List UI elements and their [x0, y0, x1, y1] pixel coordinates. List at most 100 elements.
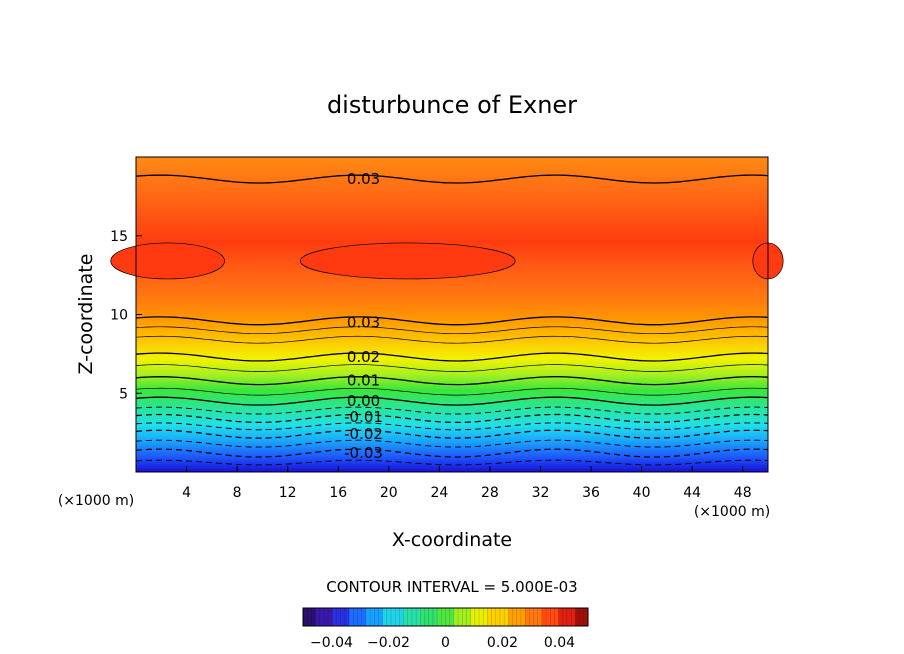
y-axis-label: Z-coordinate [75, 254, 97, 375]
y-axis-ticks: 5 10 15 [110, 229, 142, 402]
colorbar-swatch-43 [483, 608, 488, 626]
contour-line-7 [135, 387, 769, 396]
colorbar-swatch-13 [357, 608, 362, 626]
colorbar-swatch-30 [428, 608, 434, 626]
y-tick-label-0: 5 [119, 386, 128, 402]
x-tick-label-6: 28 [481, 485, 499, 501]
colorbar-swatch-22 [395, 608, 400, 626]
contour-line-10 [135, 413, 769, 424]
colorbar-swatch-66 [579, 608, 585, 626]
colorbar-swatch-26 [411, 608, 417, 626]
colorbar-swatch-54 [529, 608, 534, 626]
x-axis-ticks: 4 8 12 16 20 24 28 32 36 40 44 48 [182, 466, 752, 501]
contour-line-3 [135, 335, 769, 344]
colorbar-swatch-39 [466, 608, 471, 626]
colorbar-swatch-62 [562, 608, 568, 626]
x-unit-left: (×1000 m) [58, 493, 134, 509]
contour-line-8 [135, 396, 769, 406]
max-region-contour-0 [110, 242, 225, 280]
colorbar-swatch-2 [311, 608, 316, 626]
colorbar-swatch-5 [323, 608, 329, 626]
colorbar-tick-label-1: −0.02 [367, 635, 410, 651]
contour-label-7: -0.03 [344, 444, 383, 462]
chart-title: disturbunce of Exner [327, 91, 577, 119]
colorbar-swatch-27 [416, 608, 421, 626]
colorbar-swatch-17 [374, 608, 379, 626]
colorbar-swatch-41 [474, 608, 480, 626]
colorbar-swatch-18 [378, 608, 383, 626]
colorbar-swatch-4 [319, 608, 325, 626]
colorbar-swatch-11 [349, 608, 354, 626]
x-tick-label-10: 44 [683, 485, 701, 501]
colorbar-labels: −0.04 −0.02 0 0.02 0.04 [310, 635, 575, 651]
colorbar-swatch-60 [554, 608, 559, 626]
contour-line-13 [135, 439, 769, 448]
colorbar-swatch-37 [458, 608, 463, 626]
colorbar-swatch-14 [361, 608, 367, 626]
contour-interval-label: CONTOUR INTERVAL = 5.000E-03 [326, 578, 577, 596]
colorbar-swatch-31 [432, 608, 438, 626]
colorbar-tick-label-4: 0.04 [544, 635, 575, 651]
colorbar-swatch-3 [315, 608, 321, 626]
colorbar-swatch-61 [558, 608, 564, 626]
contour-labels: 0.03 0.03 0.02 0.01 0.00-0.01-0.02-0.03 [344, 170, 383, 462]
colorbar-tick-label-2: 0 [441, 635, 450, 651]
colorbar-swatch-8 [336, 608, 342, 626]
colorbar-swatch-21 [391, 608, 396, 626]
colorbar-swatch-56 [537, 608, 543, 626]
colorbar-swatch-40 [470, 608, 476, 626]
colorbar-swatch-63 [567, 608, 572, 626]
contour-line-11 [135, 422, 769, 431]
contour-line-9 [135, 406, 769, 415]
colorbar-swatch-58 [546, 608, 551, 626]
colorbar-swatch-59 [550, 608, 555, 626]
contour-line-5 [135, 364, 769, 372]
colorbar-swatch-57 [541, 608, 547, 626]
colorbar-swatch-9 [340, 608, 346, 626]
colorbar-swatch-64 [571, 608, 576, 626]
contour-line-2 [135, 326, 769, 335]
colorbar-swatch-33 [441, 608, 446, 626]
colorbar-swatch-15 [365, 608, 371, 626]
x-tick-label-3: 16 [329, 485, 347, 501]
field-fill [136, 157, 768, 472]
colorbar-swatch-32 [437, 608, 442, 626]
colorbar-swatch-49 [508, 608, 513, 626]
x-tick-label-2: 12 [279, 485, 297, 501]
x-tick-label-11: 48 [734, 485, 752, 501]
x-axis-label: X-coordinate [392, 529, 512, 551]
colorbar-swatch-29 [424, 608, 430, 626]
colorbar-swatch-20 [386, 608, 392, 626]
colorbar-swatch-7 [332, 608, 337, 626]
colorbar-frame [302, 607, 589, 627]
colorbar-swatch-34 [445, 608, 450, 626]
colorbar-swatch-35 [449, 608, 455, 626]
colorbar-swatch-1 [307, 608, 312, 626]
contour-line-0 [135, 174, 769, 184]
contour-label-0: 0.03 [347, 170, 380, 188]
contour-label-5: -0.01 [344, 408, 383, 426]
colorbar-swatch-51 [516, 608, 522, 626]
colorbar-swatch-38 [462, 608, 467, 626]
y-tick-label-2: 15 [110, 229, 128, 245]
colorbar-tick-label-0: −0.04 [310, 635, 353, 651]
contour-line-15 [135, 459, 769, 466]
max-region-contour-1 [299, 242, 516, 280]
colorbar-swatch-50 [512, 608, 518, 626]
colorbar-swatch-0 [303, 608, 308, 626]
colorbar-swatch-46 [495, 608, 501, 626]
colorbar-swatch-52 [520, 608, 526, 626]
colorbar-swatch-67 [583, 608, 589, 626]
colorbar-swatch-45 [491, 608, 497, 626]
colorbar-swatch-42 [479, 608, 484, 626]
x-tick-label-8: 36 [582, 485, 600, 501]
colorbar-swatch-24 [403, 608, 409, 626]
x-tick-label-9: 40 [633, 485, 651, 501]
colorbar-swatch-12 [353, 608, 358, 626]
colorbar-swatch-25 [407, 608, 413, 626]
colorbar-swatch-47 [499, 608, 505, 626]
contour-line-14 [135, 448, 769, 458]
contour-label-2: 0.02 [347, 348, 380, 366]
x-unit-right: (×1000 m) [694, 504, 770, 520]
